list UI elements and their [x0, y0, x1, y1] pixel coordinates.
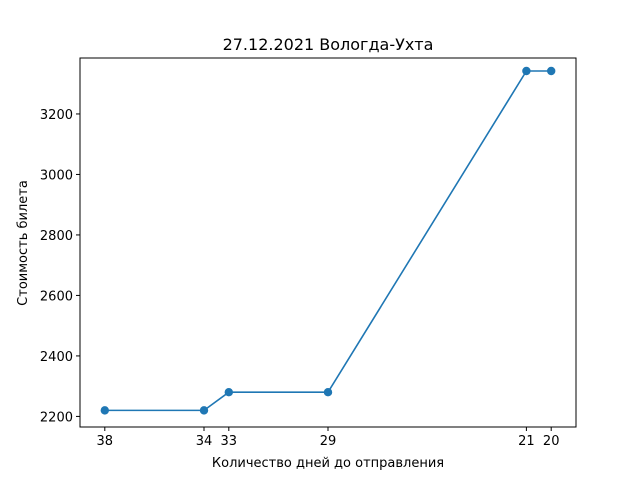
x-tick-label: 21	[518, 434, 535, 449]
data-point	[100, 406, 110, 415]
x-tick-label: 33	[221, 434, 238, 449]
data-point	[547, 66, 556, 76]
y-axis: 2200 2400 2600 2800 3000 3200	[40, 108, 80, 425]
series-line	[104, 70, 552, 412]
data-point	[522, 66, 531, 76]
y-axis-label: Стоимость билета	[16, 180, 31, 306]
x-axis-label: Количество дней до отправления	[212, 456, 444, 471]
y-tick-label: 2200	[40, 410, 73, 425]
plot-frame	[79, 57, 577, 428]
data-point	[323, 388, 333, 397]
series-layer	[100, 66, 556, 415]
x-tick-label: 29	[320, 434, 337, 449]
chart-title: 27.12.2021 Вологда-Ухта	[223, 35, 434, 54]
y-tick-label: 2800	[40, 229, 73, 244]
data-point	[199, 406, 209, 415]
y-tick-label: 2400	[40, 350, 73, 365]
x-tick-label: 20	[543, 434, 560, 449]
y-tick-label: 3000	[40, 168, 73, 183]
x-tick-label: 38	[97, 434, 114, 449]
y-tick-label: 2600	[40, 289, 73, 304]
data-point	[224, 388, 233, 397]
x-axis: 38 34 33 29 21 20	[97, 427, 560, 449]
y-tick-label: 3200	[40, 108, 73, 123]
x-tick-label: 34	[196, 434, 213, 449]
